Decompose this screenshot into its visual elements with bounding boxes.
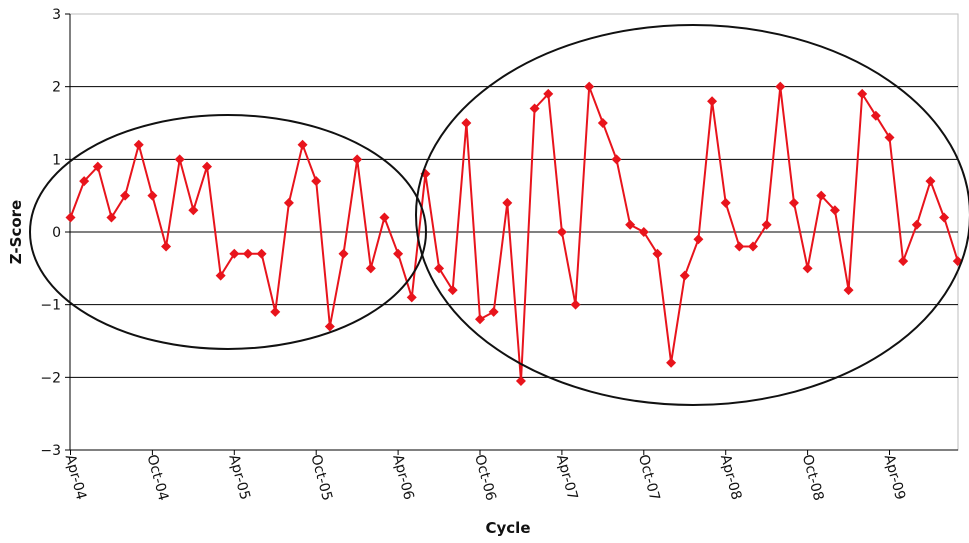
data-point [761, 219, 772, 230]
axis-layer: −3 −2 −1 0 1 2 3 Apr-04 Oct-04 Apr-05 Oct-05 Apr-06… [40, 7, 958, 503]
data-point [843, 285, 854, 296]
data-point [65, 212, 76, 223]
data-point [625, 219, 636, 230]
data-point [406, 292, 417, 303]
data-point [597, 118, 608, 128]
x-tick-label: Oct-08 [799, 453, 827, 503]
data-point [666, 357, 677, 368]
data-point [543, 88, 554, 99]
ellipse-annotation-period-2 [415, 24, 969, 406]
data-point [92, 161, 103, 172]
y-tick-label: −2 [40, 370, 61, 386]
data-point [939, 212, 950, 223]
data-point [707, 96, 718, 107]
data-point [857, 88, 868, 99]
data-point [775, 81, 786, 92]
ellipse-annotation-period-1 [29, 114, 427, 350]
data-point [106, 212, 117, 223]
data-point [338, 248, 349, 259]
data-point [393, 248, 404, 259]
data-point [515, 375, 526, 386]
grid-layer [69, 13, 959, 451]
data-point [693, 234, 704, 245]
data-point [283, 197, 294, 208]
data-point [748, 241, 758, 252]
data-point [174, 154, 185, 165]
x-tick-label: Apr-06 [389, 453, 416, 502]
data-point [898, 256, 909, 267]
y-tick-label: 0 [52, 225, 61, 241]
data-point [570, 299, 581, 310]
data-point [638, 227, 649, 237]
data-point [297, 139, 308, 150]
data-point [816, 190, 827, 201]
x-tick-label: Oct-04 [144, 453, 172, 503]
data-point [447, 285, 458, 296]
y-tick-label: −3 [40, 443, 61, 459]
data-point [188, 205, 199, 216]
data-point [270, 306, 281, 317]
data-point [788, 197, 799, 208]
data-point [502, 197, 513, 208]
data-point [720, 197, 731, 208]
data-point [870, 110, 881, 121]
x-tick-label: Apr-08 [717, 453, 744, 502]
data-point [215, 270, 226, 281]
data-point [242, 248, 253, 259]
data-point [529, 103, 540, 114]
data-point [556, 227, 567, 237]
x-tick-label: Oct-05 [307, 453, 335, 503]
y-axis-title: Z-Score [7, 200, 25, 264]
annotation-layer [29, 24, 969, 406]
x-tick-label: Apr-04 [62, 453, 89, 502]
series-layer [65, 81, 963, 386]
x-tick-label: Apr-05 [225, 453, 252, 502]
y-tick-label: 1 [52, 152, 61, 168]
y-tick-label: 2 [52, 80, 61, 96]
y-tick-label: 3 [52, 7, 61, 23]
data-point [611, 154, 622, 165]
data-point [884, 132, 895, 143]
series-line [69, 85, 959, 382]
y-tick-label: −1 [40, 298, 61, 314]
data-point [829, 205, 840, 216]
data-point [475, 314, 485, 325]
data-point [133, 139, 144, 150]
data-point [229, 248, 240, 259]
data-point [147, 190, 158, 201]
data-point [352, 154, 363, 165]
data-point [679, 270, 690, 281]
x-tick-label: Apr-09 [881, 453, 908, 502]
x-tick-label: Oct-06 [471, 453, 499, 503]
data-point [79, 176, 90, 187]
x-tick-label: Apr-07 [553, 453, 580, 502]
data-point [488, 306, 499, 317]
data-point [911, 219, 922, 230]
data-point [925, 176, 936, 187]
data-point [434, 263, 445, 274]
x-axis-title: Cycle [486, 519, 531, 537]
data-point [311, 176, 322, 187]
data-point [365, 263, 376, 274]
data-point [256, 248, 267, 259]
data-point [202, 161, 212, 172]
data-point [652, 248, 663, 259]
data-point [584, 81, 595, 92]
data-point [379, 212, 390, 223]
data-point [802, 263, 813, 274]
data-point [324, 321, 335, 332]
data-point [161, 241, 172, 252]
x-tick-label: Oct-07 [635, 453, 663, 503]
data-point [734, 241, 745, 252]
data-point [461, 118, 472, 128]
data-point [120, 190, 131, 201]
